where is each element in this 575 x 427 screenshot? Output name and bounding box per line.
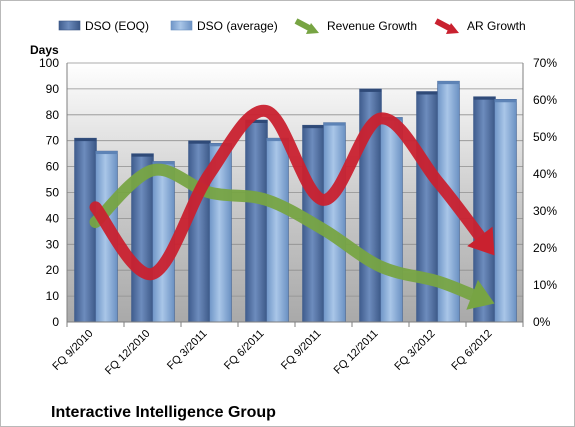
legend-label-dso-average: DSO (average) — [197, 19, 278, 33]
y-tick-label: 20 — [46, 263, 60, 277]
y-tick-label: 30 — [46, 237, 60, 251]
legend-label-dso-eoq: DSO (EOQ) — [85, 19, 149, 33]
bar-cap-dso-eoq — [188, 140, 211, 144]
y2-tick-label: 40% — [533, 167, 557, 181]
y-tick-label: 10 — [46, 289, 60, 303]
line-ar-growth — [89, 105, 488, 280]
y-tick-label: 90 — [46, 82, 60, 96]
bar-dso-average — [323, 122, 346, 323]
bar-cap-dso-eoq — [359, 88, 382, 92]
bar-dso-eoq — [74, 137, 97, 323]
legend: DSO (EOQ) DSO (average) Revenue Growth A… — [58, 18, 526, 34]
y-axis-title: Days — [30, 43, 59, 57]
y2-tick-label: 30% — [533, 204, 557, 218]
y-tick-label: 50 — [46, 186, 60, 200]
y2-tick-label: 70% — [533, 56, 557, 70]
legend-label-revenue-growth: Revenue Growth — [327, 19, 417, 33]
bar-dso-eoq — [245, 119, 268, 323]
y-tick-label: 100 — [39, 56, 59, 70]
legend-label-ar-growth: AR Growth — [467, 19, 526, 33]
x-tick-label: FQ 3/2012 — [392, 328, 437, 373]
bar-cap-dso-eoq — [245, 119, 268, 123]
bar-marks — [74, 80, 517, 323]
y2-tick-label: 10% — [533, 278, 557, 292]
y2-tick-labels: 0% 10% 20% 30% 40% 50% 60% 70% — [533, 56, 557, 329]
x-tick-label: FQ 9/2011 — [279, 328, 324, 373]
y-tick-label: 60 — [46, 160, 60, 174]
bar-cap-dso-average — [437, 81, 460, 85]
x-tick-label: FQ 6/2011 — [222, 328, 267, 373]
bar-cap-dso-average — [323, 122, 346, 126]
y-tick-label: 70 — [46, 134, 60, 148]
y-tick-labels: 0 10 20 30 40 50 60 70 80 90 100 — [39, 56, 59, 329]
y2-tick-label: 50% — [533, 130, 557, 144]
x-tick-label: FQ 9/2010 — [50, 328, 95, 373]
legend-swatch-dso-average — [170, 20, 193, 31]
x-tick-label: FQ 3/2011 — [165, 328, 210, 373]
arrowhead-ar-growth — [467, 226, 495, 256]
y2-tick-label: 0% — [533, 315, 551, 329]
chart-title: Interactive Intelligence Group — [51, 404, 276, 421]
bar-dso-average — [494, 99, 517, 323]
bar-cap-dso-average — [494, 99, 517, 103]
bar-cap-dso-average — [209, 143, 232, 147]
y-tick-label: 0 — [52, 315, 59, 329]
bar-cap-dso-average — [152, 161, 175, 165]
y2-tick-label: 20% — [533, 241, 557, 255]
y-tick-label: 80 — [46, 108, 60, 122]
arrow-lines — [89, 105, 495, 310]
x-tick-label: FQ 12/2010 — [103, 328, 153, 378]
bar-dso-average — [380, 117, 403, 323]
bar-cap-dso-eoq — [302, 125, 325, 129]
bar-cap-dso-eoq — [131, 153, 154, 157]
line-revenue-growth — [89, 163, 480, 302]
legend-swatch-dso-eoq — [58, 20, 81, 31]
y2-tick-label: 60% — [533, 93, 557, 107]
bar-cap-dso-average — [266, 138, 289, 142]
y-tick-label: 40 — [46, 211, 60, 225]
legend-swatch-revenue-growth — [294, 18, 319, 34]
bar-cap-dso-eoq — [473, 96, 496, 100]
bar-cap-dso-average — [95, 151, 118, 155]
x-tick-label: FQ 12/2011 — [332, 328, 381, 377]
bar-cap-dso-eoq — [74, 138, 97, 142]
x-tick-labels: FQ 9/2010 FQ 12/2010 FQ 3/2011 FQ 6/2011 FQ … — [50, 328, 494, 378]
axes — [66, 63, 524, 327]
bar-dso-average — [266, 137, 289, 323]
x-tick-label: FQ 6/2012 — [449, 328, 494, 373]
bar-cap-dso-eoq — [416, 91, 439, 95]
arrowhead-revenue-growth — [466, 279, 495, 310]
legend-swatch-ar-growth — [434, 18, 459, 34]
bar-dso-eoq — [416, 91, 439, 323]
